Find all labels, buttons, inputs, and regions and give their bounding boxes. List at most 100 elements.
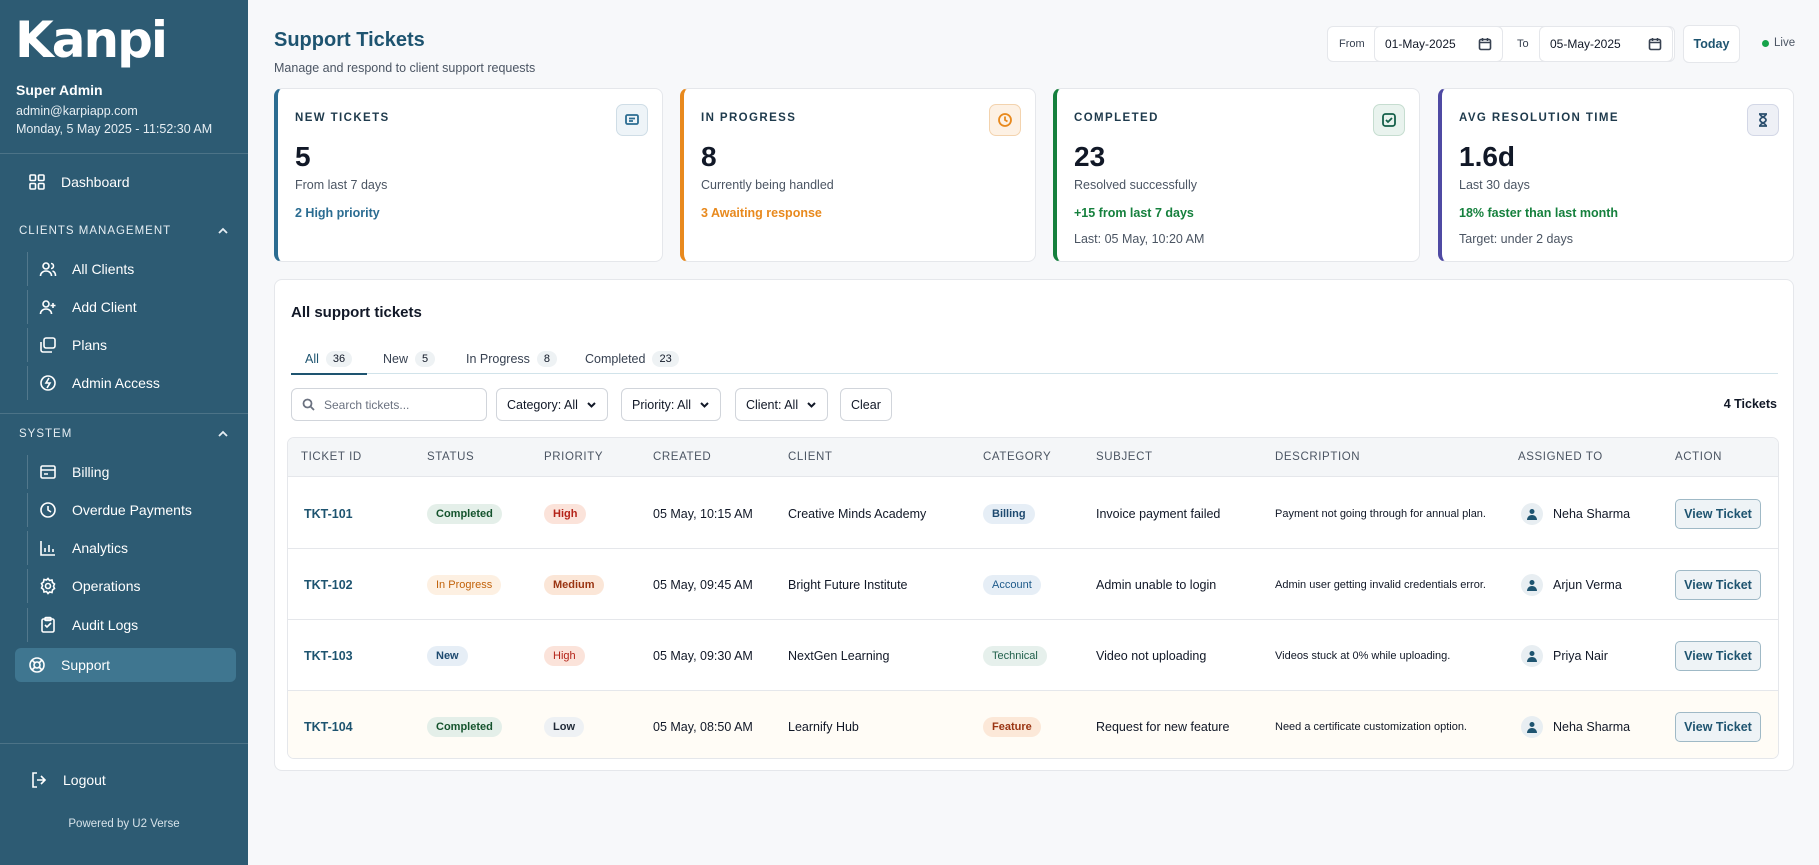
ticket-description: Videos stuck at 0% while uploading. xyxy=(1275,649,1451,662)
client-filter[interactable]: Client: All xyxy=(735,388,829,421)
created-time: 05 May, 08:50 AM xyxy=(653,719,753,734)
ticket-id[interactable]: TKT-103 xyxy=(304,648,353,663)
sidebar-item-label: Billing xyxy=(72,464,110,480)
completed-card: COMPLETED 23 Resolved successfully +15 f… xyxy=(1053,88,1420,262)
card-note: 18% faster than last month xyxy=(1459,206,1619,220)
tab-label: New xyxy=(383,352,409,366)
ticket-id[interactable]: TKT-104 xyxy=(304,719,353,734)
card-note-secondary: Target: under 2 days xyxy=(1459,232,1573,246)
sidebar-divider xyxy=(0,153,248,154)
card-desc: Currently being handled xyxy=(701,178,834,192)
table-row[interactable]: TKT-102 In Progress Medium 05 May, 09:45… xyxy=(288,549,1778,620)
sidebar-item-overdue-payments[interactable]: Overdue Payments xyxy=(27,493,236,527)
app-logo[interactable]: Kanpi xyxy=(15,11,168,69)
card-label: COMPLETED xyxy=(1074,112,1159,124)
table-row[interactable]: TKT-104 Completed Low 05 May, 08:50 AM L… xyxy=(288,691,1778,758)
client-name: NextGen Learning xyxy=(788,648,890,663)
tab-completed[interactable]: Completed 23 xyxy=(585,344,679,374)
user-info: Super Admin admin@karpiapp.com Monday, 5… xyxy=(16,82,212,140)
clipboard-icon xyxy=(38,615,58,635)
to-date-value: 05-May-2025 xyxy=(1550,37,1621,51)
ticket-id[interactable]: TKT-101 xyxy=(304,506,353,521)
sidebar-item-analytics[interactable]: Analytics xyxy=(27,531,236,565)
status-badge: In Progress xyxy=(427,574,502,595)
sidebar-item-admin-access[interactable]: Admin Access xyxy=(27,366,236,400)
to-date-input[interactable]: 05-May-2025 xyxy=(1539,26,1673,62)
sidebar-item-all-clients[interactable]: All Clients xyxy=(27,252,236,286)
card-value: 8 xyxy=(701,141,717,172)
clear-filters-button[interactable]: Clear xyxy=(840,388,892,421)
search-box[interactable] xyxy=(291,388,487,421)
live-label: Live xyxy=(1774,37,1796,49)
lifebuoy-icon xyxy=(27,655,47,675)
view-ticket-button[interactable]: View Ticket xyxy=(1675,640,1761,671)
ticket-tabs: All 36 New 5 In Progress 8 Completed 23 xyxy=(291,344,1778,375)
assignee-name: Neha Sharma xyxy=(1553,506,1631,521)
page-subtitle: Manage and respond to client support req… xyxy=(274,61,536,75)
ticket-id[interactable]: TKT-102 xyxy=(304,577,353,592)
sidebar-item-label: Support xyxy=(61,657,111,673)
logout-icon xyxy=(29,770,49,790)
view-ticket-button[interactable]: View Ticket xyxy=(1675,498,1761,529)
from-date-input[interactable]: 01-May-2025 xyxy=(1374,26,1503,62)
search-input[interactable] xyxy=(324,397,474,412)
category-filter[interactable]: Category: All xyxy=(496,388,608,421)
section-heading-label: SYSTEM xyxy=(19,428,73,440)
tab-all[interactable]: All 36 xyxy=(291,344,367,375)
hourglass-icon xyxy=(1747,104,1779,136)
ticket-subject: Admin unable to login xyxy=(1096,577,1217,592)
live-dot xyxy=(1762,39,1769,47)
chevron-down-icon xyxy=(587,402,596,408)
card-label: IN PROGRESS xyxy=(701,112,797,124)
table-row[interactable]: TKT-101 Completed High 05 May, 10:15 AM … xyxy=(288,478,1778,549)
sidebar-item-billing[interactable]: Billing xyxy=(27,455,236,489)
page-title: Support Tickets xyxy=(274,29,425,51)
user-icon xyxy=(1527,579,1537,591)
created-time: 05 May, 09:30 AM xyxy=(653,648,753,663)
avatar xyxy=(1521,715,1543,738)
view-ticket-button[interactable]: View Ticket xyxy=(1675,711,1761,742)
sidebar: Kanpi Super Admin admin@karpiapp.com Mon… xyxy=(0,0,248,865)
sidebar-item-label: Overdue Payments xyxy=(72,502,192,518)
sidebar-item-support[interactable]: Support xyxy=(15,648,236,682)
tab-count: 23 xyxy=(652,351,679,367)
column-header: PRIORITY xyxy=(544,451,604,463)
ticket-subject: Invoice payment failed xyxy=(1096,506,1221,521)
column-header: CREATED xyxy=(653,451,712,463)
sidebar-item-audit-logs[interactable]: Audit Logs xyxy=(27,608,236,642)
check-square-icon xyxy=(1373,104,1405,136)
priority-badge: Low xyxy=(544,716,584,737)
priority-filter[interactable]: Priority: All xyxy=(621,388,722,421)
table-row[interactable]: TKT-103 New High 05 May, 09:30 AM NextGe… xyxy=(288,620,1778,691)
chevron-down-icon xyxy=(807,402,816,408)
sidebar-item-dashboard[interactable]: Dashboard xyxy=(15,165,236,199)
section-heading-label: CLIENTS MANAGEMENT xyxy=(19,225,172,237)
logout-button[interactable]: Logout xyxy=(17,763,238,797)
sidebar-item-label: Add Client xyxy=(72,299,137,315)
users-icon xyxy=(38,259,58,279)
billing-icon xyxy=(38,462,58,482)
column-header: CATEGORY xyxy=(983,451,1052,463)
sidebar-item-add-client[interactable]: Add Client xyxy=(27,290,236,324)
tab-new[interactable]: New 5 xyxy=(383,344,436,374)
tab-count: 8 xyxy=(536,351,558,367)
card-desc: Resolved successfully xyxy=(1074,178,1197,192)
client-name: Creative Minds Academy xyxy=(788,506,927,521)
sidebar-item-plans[interactable]: Plans xyxy=(27,328,236,362)
status-badge: Completed xyxy=(427,503,502,524)
chevron-up-icon xyxy=(218,227,228,234)
user-icon xyxy=(1527,650,1537,662)
card-note: +15 from last 7 days xyxy=(1074,206,1194,220)
card-note: 3 Awaiting response xyxy=(701,206,822,220)
sidebar-item-label: All Clients xyxy=(72,261,135,277)
sidebar-item-operations[interactable]: Operations xyxy=(27,569,236,603)
sidebar-item-label: Admin Access xyxy=(72,375,160,391)
tab-in-progress[interactable]: In Progress 8 xyxy=(466,344,558,374)
system-heading[interactable]: SYSTEM xyxy=(19,428,229,440)
clients-management-heading[interactable]: CLIENTS MANAGEMENT xyxy=(19,225,229,237)
tickets-panel: All support tickets All 36 New 5 In Prog… xyxy=(274,279,1794,771)
today-button[interactable]: Today xyxy=(1683,25,1740,63)
status-badge: New xyxy=(427,645,468,666)
view-ticket-button[interactable]: View Ticket xyxy=(1675,569,1761,600)
ticket-description: Admin user getting invalid credentials e… xyxy=(1275,578,1486,591)
